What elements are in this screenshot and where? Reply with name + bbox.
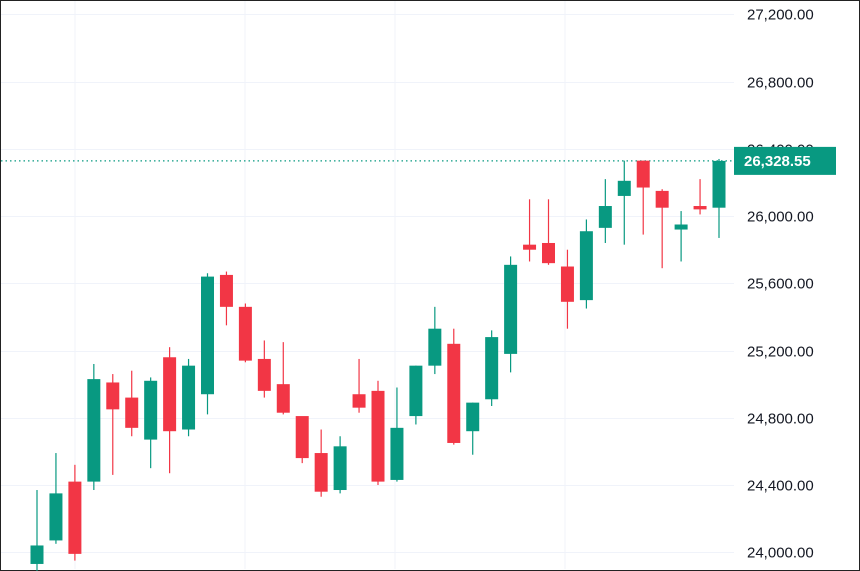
- candle-body: [598, 206, 612, 228]
- candle-body: [617, 180, 631, 196]
- candle-body: [201, 276, 214, 395]
- candles-layer: [30, 158, 726, 571]
- y-tick-label: 24,000.00: [747, 545, 814, 562]
- candle-21[interactable]: [428, 306, 442, 375]
- candle-29[interactable]: [579, 219, 593, 309]
- candle-body: [409, 365, 423, 417]
- candle-body: [276, 384, 290, 413]
- candle-34[interactable]: [674, 211, 688, 262]
- candle-10[interactable]: [219, 271, 233, 326]
- candle-body: [68, 481, 82, 554]
- candle-0[interactable]: [30, 490, 44, 571]
- candle-19[interactable]: [390, 387, 404, 482]
- candle-body: [428, 328, 442, 366]
- candle-body: [295, 416, 309, 459]
- candle-body: [674, 224, 688, 230]
- y-tick-label: 26,000.00: [747, 209, 814, 226]
- candle-31[interactable]: [617, 160, 631, 245]
- candle-body: [352, 394, 366, 408]
- candle-13[interactable]: [276, 342, 290, 415]
- candle-35[interactable]: [693, 179, 707, 215]
- candle-body: [30, 545, 44, 564]
- candle-1[interactable]: [49, 453, 63, 544]
- grid-layer: [1, 1, 734, 569]
- candle-27[interactable]: [542, 199, 555, 265]
- candle-body: [49, 493, 63, 541]
- candle-body: [523, 244, 537, 250]
- candle-8[interactable]: [182, 358, 196, 437]
- candle-body: [219, 274, 233, 307]
- candle-23[interactable]: [466, 402, 480, 455]
- candle-15[interactable]: [314, 429, 328, 497]
- candle-28[interactable]: [560, 249, 574, 329]
- candle-12[interactable]: [257, 340, 271, 398]
- y-tick-label: 26,800.00: [747, 75, 814, 92]
- candle-body: [466, 402, 480, 432]
- candle-36[interactable]: [712, 158, 726, 238]
- price-axis[interactable]: 24,000.00 24,400.00 24,800.00 25,200.00 25,6…: [747, 7, 814, 562]
- candle-4[interactable]: [106, 374, 120, 475]
- candle-body: [560, 266, 574, 302]
- candle-body: [163, 357, 177, 432]
- candle-body: [390, 427, 404, 480]
- y-tick-label: 27,200.00: [747, 7, 814, 24]
- candle-body: [636, 160, 650, 188]
- candle-body: [314, 453, 328, 492]
- candle-26[interactable]: [523, 199, 537, 262]
- candle-5[interactable]: [125, 370, 139, 437]
- candle-body: [485, 337, 499, 400]
- candle-body: [693, 206, 707, 210]
- candle-body: [504, 264, 518, 354]
- y-tick-label: 24,400.00: [747, 478, 814, 495]
- candle-33[interactable]: [655, 189, 669, 269]
- candle-body: [257, 358, 271, 391]
- y-tick-label: 24,800.00: [747, 411, 814, 428]
- last-price-tag-background: [734, 146, 836, 175]
- candle-body: [87, 379, 101, 482]
- y-tick-label: 25,200.00: [747, 344, 814, 361]
- candle-body: [144, 380, 158, 440]
- last-price-label: 26,328.55: [744, 153, 811, 170]
- candle-body: [106, 382, 120, 410]
- candle-6[interactable]: [144, 377, 158, 469]
- candle-body: [333, 446, 347, 491]
- candle-7[interactable]: [163, 347, 177, 474]
- candle-14[interactable]: [295, 416, 309, 464]
- candle-2[interactable]: [68, 464, 82, 561]
- candle-24[interactable]: [485, 330, 499, 406]
- candle-body: [238, 306, 252, 361]
- candle-32[interactable]: [636, 160, 650, 235]
- candle-18[interactable]: [371, 380, 385, 485]
- candle-body: [371, 390, 385, 482]
- last-price-tag: 26,328.55: [734, 146, 836, 175]
- candle-9[interactable]: [201, 273, 214, 415]
- candle-body: [182, 365, 196, 430]
- candle-body: [655, 190, 669, 208]
- candle-11[interactable]: [238, 303, 252, 363]
- candle-16[interactable]: [333, 436, 347, 494]
- candle-22[interactable]: [447, 328, 461, 445]
- candle-body: [579, 231, 593, 301]
- candle-25[interactable]: [504, 256, 518, 373]
- candle-30[interactable]: [598, 179, 612, 243]
- candle-17[interactable]: [352, 358, 366, 413]
- candle-20[interactable]: [409, 365, 423, 425]
- candle-3[interactable]: [87, 363, 101, 491]
- candle-body: [447, 343, 461, 443]
- candle-body: [712, 160, 726, 208]
- y-tick-label: 25,600.00: [747, 276, 814, 293]
- candle-body: [542, 242, 555, 264]
- candle-body: [125, 397, 139, 428]
